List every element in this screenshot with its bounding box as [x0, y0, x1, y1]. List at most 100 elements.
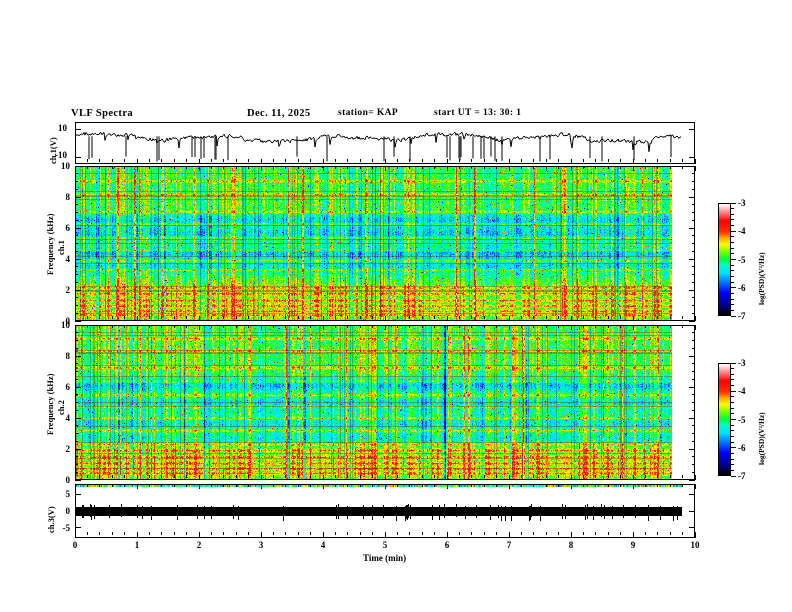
- ch2-colorbar-minor: [731, 435, 734, 437]
- ch1s-bottom-tick-27: [409, 316, 411, 319]
- ch3w-top-tick-40: [570, 484, 572, 489]
- ch1s-top-tick-40: [570, 166, 572, 171]
- ch2s-top-tick-15: [260, 325, 262, 330]
- xtick-label-4: 4: [320, 540, 326, 550]
- ch1s-y-tickr-0: [689, 165, 695, 167]
- ch2s-top-tick-35: [508, 325, 510, 330]
- ch2s-y-label-1: 8: [65, 351, 71, 361]
- ch1s-y-label-3: 4: [65, 254, 71, 264]
- ch2-colorbar-minor: [731, 458, 734, 460]
- ch1s-bottom-tick-32: [471, 316, 473, 319]
- ch2s-y-minorr: [692, 464, 695, 465]
- ch2s-top-tick-4: [124, 325, 126, 328]
- ch2-colorbar-label-4: -7: [738, 471, 746, 481]
- ch1s-y-minor: [75, 219, 78, 221]
- ch2s-y-minor: [75, 402, 78, 403]
- ch2s-top-tick-31: [458, 325, 460, 328]
- ch2s-bottom-tick-3: [111, 475, 113, 478]
- ch2s-bottom-tick-5: [136, 475, 138, 480]
- ch1w-y-tick-1: [75, 156, 81, 158]
- ch2-spectrogram-image: [76, 326, 684, 479]
- ch1s-top-tick-23: [359, 166, 361, 169]
- ch3w-bottom-tick-39: [558, 532, 560, 536]
- ch1-colorbar-minor: [731, 208, 734, 210]
- ch1s-bottom-tick-4: [124, 316, 126, 319]
- ch1s-bottom-tick-11: [210, 316, 212, 319]
- ch3w-bottom-tick-10: [198, 532, 200, 538]
- ch1-colorbar-minor: [731, 247, 734, 249]
- ch2s-bottom-tick-42: [595, 475, 597, 478]
- ch2s-top-tick-25: [384, 325, 386, 330]
- ch1s-bottom-tick-7: [161, 316, 163, 319]
- ch1s-bottom-tick-14: [248, 316, 250, 319]
- ch3w-top-tick-13: [235, 484, 237, 487]
- ch3w-top-tick-44: [620, 484, 622, 487]
- ch3w-bottom-tick-18: [297, 532, 299, 536]
- ch1s-top-tick-47: [657, 166, 659, 169]
- ch1s-top-tick-32: [471, 166, 473, 169]
- ch1s-top-tick-11: [210, 166, 212, 169]
- ch2s-y-label-3: 4: [65, 413, 71, 423]
- ch2-colorbar-minor: [731, 469, 734, 471]
- ch2s-y-tickr-1: [689, 355, 695, 357]
- ch2s-y-minor: [75, 363, 78, 365]
- ch2s-top-tick-34: [496, 325, 498, 328]
- ch1w-bottom-tick-22: [347, 159, 349, 162]
- ch1s-top-tick-1: [86, 166, 88, 169]
- ch2-colorbar-label: log(PSD)(V²/Hz): [757, 412, 766, 465]
- ch1s-top-tick-43: [607, 166, 609, 169]
- ch1s-top-tick-41: [582, 166, 584, 169]
- ch1s-top-tick-31: [458, 166, 460, 169]
- ch1s-y-minor: [75, 250, 78, 252]
- ch1s-top-tick-18: [297, 166, 299, 169]
- ch2s-top-tick-12: [223, 325, 225, 328]
- ch3w-top-tick-9: [186, 484, 188, 487]
- ch1-spec-ylabel-ch: ch.1: [56, 240, 66, 255]
- ch2s-y-minorr: [692, 425, 695, 427]
- ch1s-top-tick-14: [248, 166, 250, 169]
- ch2s-top-tick-8: [173, 325, 175, 328]
- ch1s-y-minorr: [692, 250, 695, 252]
- ch3w-bottom-tick-49: [682, 532, 684, 536]
- ch2s-y-minorr: [692, 347, 695, 349]
- ch3w-bottom-tick-24: [372, 532, 374, 536]
- ch2s-top-tick-0: [74, 325, 76, 330]
- ch1s-y-tick-2: [75, 227, 81, 229]
- ch2s-y-minorr: [692, 433, 695, 434]
- ch1w-bottom-tick-17: [285, 159, 287, 162]
- ch2s-bottom-tick-9: [186, 475, 188, 478]
- ch1s-top-tick-44: [620, 166, 622, 169]
- ch3w-bottom-tick-3: [111, 532, 113, 536]
- ch1w-bottom-tick-23: [359, 159, 361, 162]
- ch3w-bottom-tick-35: [508, 532, 510, 538]
- ch2s-top-tick-7: [161, 325, 163, 328]
- ch1w-bottom-tick-31: [458, 159, 460, 162]
- ch2s-y-minorr: [692, 409, 695, 411]
- ch1s-bottom-tick-12: [223, 316, 225, 319]
- ch3w-bottom-tick-16: [272, 532, 274, 536]
- ch1s-y-minorr: [692, 235, 695, 237]
- ch2s-bottom-tick-16: [272, 475, 274, 478]
- ch1s-top-tick-37: [533, 166, 535, 169]
- ch2s-y-minor: [75, 371, 78, 372]
- ch1s-top-tick-48: [669, 166, 671, 169]
- ch2s-top-tick-32: [471, 325, 473, 328]
- ch1w-bottom-tick-12: [223, 159, 225, 162]
- ch1w-bottom-tick-6: [148, 159, 150, 162]
- ch2-colorbar-minor: [731, 413, 734, 415]
- ch1s-bottom-tick-26: [396, 316, 398, 319]
- ch2s-y-tickr-5: [689, 479, 695, 481]
- ch1s-bottom-tick-25: [384, 316, 386, 321]
- ch2s-bottom-tick-29: [434, 475, 436, 478]
- ch1w-bottom-tick-18: [297, 159, 299, 162]
- ch2-colorbar-label-1: -4: [738, 386, 746, 397]
- ch1s-bottom-tick-45: [632, 316, 634, 321]
- ch2s-y-minor: [75, 471, 78, 473]
- ch3w-bottom-tick-50: [694, 532, 696, 538]
- ch3w-top-tick-8: [173, 484, 175, 487]
- ch2s-top-tick-46: [644, 325, 646, 328]
- ch1w-bottom-tick-36: [520, 159, 522, 162]
- ch2s-top-tick-17: [285, 325, 287, 328]
- ch3w-top-tick-37: [533, 484, 535, 487]
- ch1-ytick-10: 10: [58, 123, 67, 133]
